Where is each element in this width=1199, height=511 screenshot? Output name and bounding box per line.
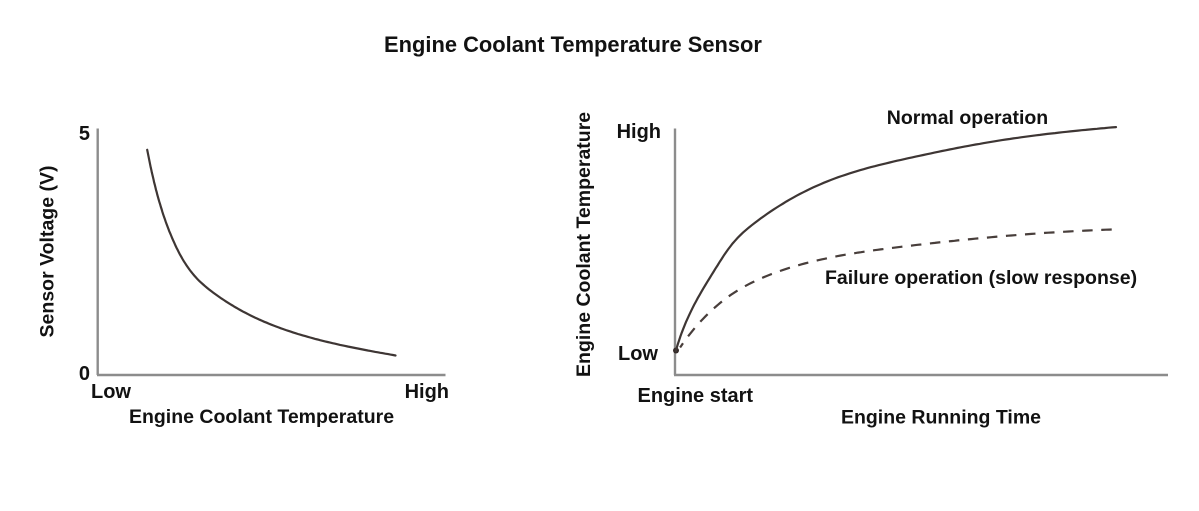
svg-text:0: 0 [79,363,90,385]
svg-text:Engine Running Time: Engine Running Time [841,407,1041,429]
svg-text:High: High [405,381,449,403]
svg-text:Low: Low [618,343,658,365]
svg-text:High: High [617,121,661,143]
svg-text:Low: Low [91,381,131,403]
svg-text:Normal operation: Normal operation [887,107,1048,129]
svg-text:Engine start: Engine start [638,385,754,407]
svg-text:Engine Coolant Temperature Sen: Engine Coolant Temperature Sensor [384,32,762,57]
svg-text:Failure operation (slow respon: Failure operation (slow response) [825,267,1137,289]
svg-text:Sensor Voltage (V): Sensor Voltage (V) [37,166,59,338]
svg-text:5: 5 [79,123,90,145]
svg-text:Engine Coolant Temperature: Engine Coolant Temperature [129,406,394,428]
svg-text:Engine Coolant Temperature: Engine Coolant Temperature [573,112,595,377]
